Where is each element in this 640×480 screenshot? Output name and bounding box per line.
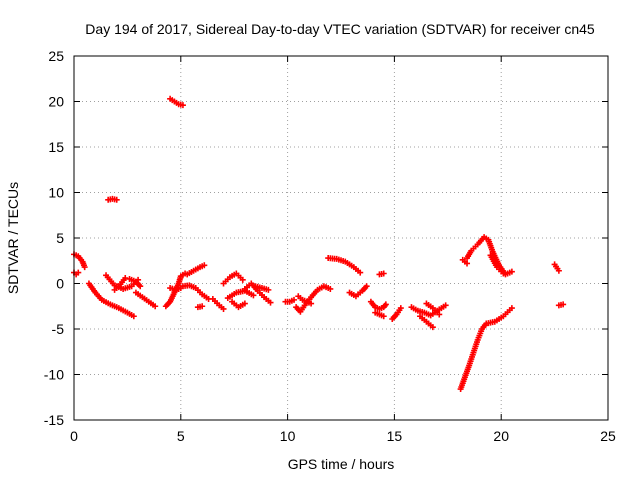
data-point [357, 269, 364, 276]
data-point [265, 286, 272, 293]
y-tick-label: 0 [56, 276, 64, 292]
y-tick-label: 5 [56, 230, 64, 246]
data-point [464, 260, 471, 267]
data-point [152, 303, 159, 310]
data-point [308, 300, 315, 307]
data-point [75, 269, 82, 276]
data-points [71, 95, 567, 393]
y-tick-label: -10 [44, 367, 64, 383]
data-point [179, 102, 186, 109]
data-point [382, 301, 389, 308]
data-point [113, 196, 120, 203]
y-tick-label: 15 [48, 139, 64, 155]
data-point [241, 300, 248, 307]
x-tick-label: 0 [70, 428, 78, 444]
chart-title: Day 194 of 2017, Sidereal Day-to-day VTE… [85, 21, 595, 37]
data-point [560, 301, 567, 308]
x-tick-label: 15 [387, 428, 403, 444]
data-point [81, 264, 88, 271]
data-point [130, 313, 137, 320]
data-point [436, 311, 443, 318]
x-tick-label: 5 [177, 428, 185, 444]
plot-frame [73, 55, 609, 421]
data-point [137, 283, 144, 290]
data-point [250, 292, 257, 299]
data-point [199, 303, 206, 310]
y-tick-label: -15 [44, 412, 64, 428]
data-point [555, 267, 562, 274]
data-point [429, 324, 436, 331]
data-point [220, 305, 227, 312]
data-point [380, 313, 387, 320]
data-point [363, 283, 370, 290]
grid [74, 56, 608, 420]
data-point [508, 305, 515, 312]
data-point [291, 296, 298, 303]
y-tick-label: 20 [48, 94, 64, 110]
y-tick-label: 10 [48, 185, 64, 201]
x-axis-label: GPS time / hours [288, 456, 395, 472]
data-point [380, 270, 387, 277]
data-point [442, 302, 449, 309]
y-axis-label: SDTVAR / TECUs [5, 182, 21, 294]
data-point [500, 270, 507, 277]
data-point [267, 299, 274, 306]
x-tick-label: 10 [280, 428, 296, 444]
axes: 0 5 10 15 20 25 -15 -10 -5 0 5 10 15 20 25 [44, 48, 616, 444]
data-point [122, 275, 129, 282]
y-tick-label: 25 [48, 48, 64, 64]
data-point [327, 285, 334, 292]
y-tick-label: -5 [52, 321, 65, 337]
data-point [397, 305, 404, 312]
data-point [201, 262, 208, 269]
data-point [239, 276, 246, 283]
x-tick-label: 25 [600, 428, 616, 444]
data-point [508, 268, 515, 275]
x-tick-label: 20 [493, 428, 509, 444]
